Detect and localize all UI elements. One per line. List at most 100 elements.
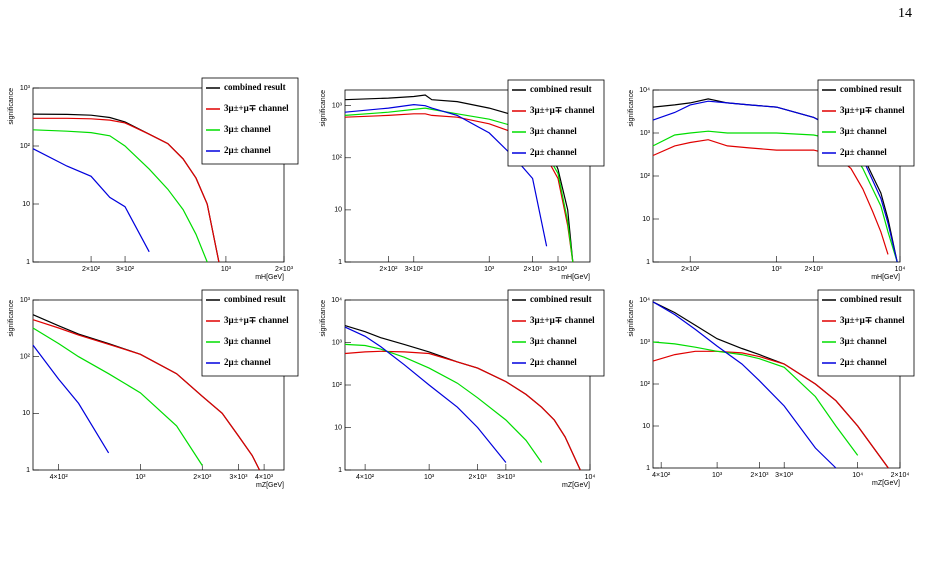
x-tick-label: 10³ <box>771 266 782 273</box>
legend-label: combined result <box>530 84 592 94</box>
plot-frame <box>32 299 285 471</box>
x-tick-label: 4×10² <box>652 472 671 479</box>
x-tick-label: 10⁴ <box>852 472 863 479</box>
x-tick-label: 10³ <box>221 266 232 273</box>
legend-label: 2μ± channel <box>840 357 887 367</box>
y-tick-label: 1 <box>26 467 30 474</box>
series-line <box>344 94 574 263</box>
y-tick-label: 10 <box>22 201 30 208</box>
series-line <box>32 129 208 263</box>
x-axis-label: mH[GeV] <box>561 274 590 281</box>
y-tick-label: 10 <box>22 410 30 417</box>
legend-label: 3μ± channel <box>530 336 577 346</box>
y-tick-label: 10³ <box>20 85 31 92</box>
x-tick-label: 2×10² <box>681 266 700 273</box>
series-line <box>652 100 898 263</box>
x-tick-label: 2×10² <box>379 266 398 273</box>
x-tick-label: 3×10² <box>405 266 424 273</box>
series-line <box>32 319 261 471</box>
y-tick-label: 10⁴ <box>639 297 650 304</box>
y-tick-label: 10² <box>20 143 31 150</box>
plot-frame <box>344 89 591 263</box>
y-tick-label: 10² <box>640 173 651 180</box>
y-axis-label: significance <box>8 88 15 125</box>
series-line <box>32 344 110 454</box>
y-tick-label: 10² <box>332 382 343 389</box>
y-axis-label: significance <box>8 300 15 337</box>
series-line <box>32 327 203 466</box>
plot-frame <box>32 87 285 263</box>
legend-box <box>817 79 915 167</box>
legend-label: combined result <box>224 294 286 304</box>
x-tick-label: 3×10³ <box>497 474 516 481</box>
x-tick-label: 10⁴ <box>585 474 596 481</box>
x-tick-label: 2×10⁴ <box>891 472 910 479</box>
x-tick-label: 2×10³ <box>750 472 769 479</box>
series-line <box>652 341 859 456</box>
legend-label: 3μ±+μ∓ channel <box>224 315 289 325</box>
x-tick-label: 3×10² <box>116 266 135 273</box>
y-tick-label: 1 <box>646 259 650 266</box>
legend-label: combined result <box>224 82 286 92</box>
x-tick-label: 3×10³ <box>775 472 794 479</box>
legend-label: 3μ± channel <box>840 336 887 346</box>
series-line <box>344 343 543 463</box>
y-tick-label: 10⁴ <box>639 87 650 94</box>
legend-label: 3μ± channel <box>224 124 271 134</box>
y-tick-label: 1 <box>26 259 30 266</box>
x-axis-label: mZ[GeV] <box>872 480 900 487</box>
x-tick-label: 10³ <box>424 474 435 481</box>
x-tick-label: 2×10³ <box>275 266 294 273</box>
legend-label: combined result <box>840 84 902 94</box>
series-line <box>32 148 150 253</box>
legend-label: 2μ± channel <box>224 145 271 155</box>
x-tick-label: 2×10² <box>82 266 101 273</box>
series-line <box>32 113 220 263</box>
legend-box <box>201 289 299 377</box>
plot: 1 10 10² 10³ 10⁴ 4×10² 10³ 2×10³ 3×10³ 10⁴ 2×10⁴mZ… <box>628 289 915 487</box>
y-tick-label: 1 <box>338 259 342 266</box>
y-tick-label: 1 <box>338 467 342 474</box>
x-tick-label: 3×10³ <box>229 474 248 481</box>
y-tick-label: 10 <box>642 216 650 223</box>
legend-label: 3μ±+μ∓ channel <box>840 105 905 115</box>
y-tick-label: 10² <box>640 381 651 388</box>
page-number: 14 <box>898 6 912 21</box>
x-tick-label: 2×10³ <box>193 474 212 481</box>
y-axis-label: significance <box>320 300 327 337</box>
legend-label: 3μ±+μ∓ channel <box>530 315 595 325</box>
x-axis-label: mH[GeV] <box>255 274 284 281</box>
series-line <box>344 103 548 247</box>
x-tick-label: 10³ <box>712 472 723 479</box>
y-tick-label: 10³ <box>20 297 31 304</box>
series-line <box>344 326 507 463</box>
series-line <box>33 117 220 263</box>
series-line <box>344 113 574 263</box>
y-tick-label: 1 <box>646 465 650 472</box>
x-axis-label: mZ[GeV] <box>562 482 590 489</box>
x-tick-label: 4×10² <box>356 474 375 481</box>
legend-box <box>507 289 605 377</box>
x-tick-label: 2×10³ <box>468 474 487 481</box>
legend-label: combined result <box>530 294 592 304</box>
series-line <box>652 139 889 255</box>
legend-label: 3μ±+μ∓ channel <box>530 105 595 115</box>
legend-label: 3μ±+μ∓ channel <box>224 103 289 113</box>
legend-label: 3μ± channel <box>530 126 577 136</box>
x-tick-label: 2×10³ <box>805 266 824 273</box>
legend-box <box>507 79 605 167</box>
legend-label: 3μ± channel <box>840 126 887 136</box>
y-tick-label: 10⁴ <box>331 297 342 304</box>
legend-label: 2μ± channel <box>530 147 577 157</box>
legend-label: 3μ± channel <box>224 336 271 346</box>
x-axis-label: mH[GeV] <box>871 274 900 281</box>
x-tick-label: 10³ <box>484 266 495 273</box>
series-line <box>652 130 898 263</box>
legend-label: 2μ± channel <box>840 147 887 157</box>
y-axis-label: significance <box>628 300 635 337</box>
y-tick-label: 10³ <box>640 130 651 137</box>
x-tick-label: 4×10² <box>50 474 69 481</box>
series-line <box>344 350 581 471</box>
